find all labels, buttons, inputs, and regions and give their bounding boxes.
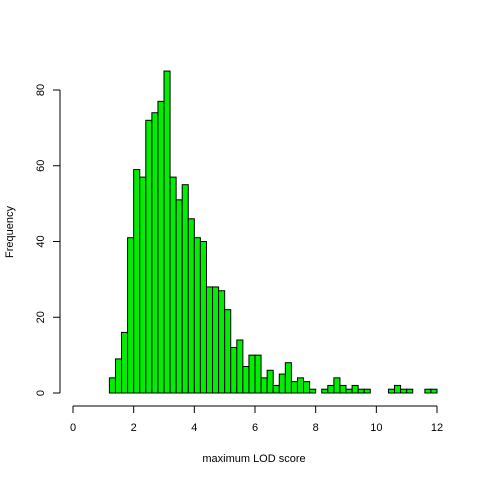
y-tick-label: 40 xyxy=(35,235,47,247)
histogram-bar xyxy=(248,354,256,394)
bars-layer xyxy=(108,70,438,394)
histogram-bar xyxy=(272,384,280,394)
histogram-bar xyxy=(218,290,226,394)
histogram-bar xyxy=(406,388,414,394)
histogram-bar xyxy=(133,169,141,394)
histogram-bar xyxy=(321,388,329,394)
histogram-bar xyxy=(278,373,286,394)
histogram-bar xyxy=(363,388,371,394)
y-tick-label: 20 xyxy=(35,311,47,323)
histogram-bar xyxy=(230,347,238,394)
histogram-bar xyxy=(351,384,359,394)
histogram-bar xyxy=(193,237,201,394)
histogram-bar xyxy=(236,339,244,394)
x-tick-label: 12 xyxy=(431,422,443,434)
histogram-bar xyxy=(430,388,438,394)
histogram-bar xyxy=(284,362,292,394)
histogram-bar xyxy=(260,377,268,394)
histogram-bar xyxy=(163,70,171,394)
histogram-bar xyxy=(114,358,123,394)
histogram-bar xyxy=(175,199,183,394)
histogram-bar xyxy=(303,381,311,394)
histogram-bar xyxy=(127,237,135,394)
histogram-bar xyxy=(394,384,402,394)
x-tick-label: 10 xyxy=(370,422,382,434)
y-tick-label: 60 xyxy=(35,160,47,172)
histogram-bar xyxy=(157,100,165,394)
histogram-bar xyxy=(254,354,262,394)
histogram-bar xyxy=(424,388,432,394)
y-axis: 0 20 40 60 80 xyxy=(35,84,61,396)
histogram-bar xyxy=(339,384,347,394)
histogram-bar xyxy=(145,119,153,394)
histogram-bar xyxy=(139,176,147,394)
x-tick-label: 2 xyxy=(131,422,137,434)
histogram-bar xyxy=(181,184,189,394)
histogram-bar xyxy=(121,331,129,394)
y-axis-title: Frequency xyxy=(4,206,16,258)
histogram-bar xyxy=(333,377,341,394)
histogram-bar xyxy=(169,176,177,394)
x-axis: 0 2 4 6 8 10 12 xyxy=(70,405,443,434)
histogram-bar xyxy=(205,286,214,394)
histogram-bar xyxy=(151,112,159,394)
histogram-bar xyxy=(327,384,335,394)
x-tick-label: 4 xyxy=(191,422,197,434)
histogram-bar xyxy=(108,377,116,394)
histogram-bar xyxy=(187,218,195,394)
histogram-bar xyxy=(199,241,207,394)
histogram-bar xyxy=(296,377,305,394)
y-tick-label: 80 xyxy=(35,84,47,96)
x-axis-title: maximum LOD score xyxy=(202,453,305,465)
x-tick-label: 0 xyxy=(70,422,76,434)
histogram-bar xyxy=(400,388,408,394)
histogram-bar xyxy=(387,388,396,394)
y-tick-label: 0 xyxy=(35,390,47,396)
histogram-bar xyxy=(345,388,353,394)
x-tick-label: 8 xyxy=(313,422,319,434)
x-tick-label: 6 xyxy=(252,422,258,434)
histogram-bar xyxy=(212,286,220,394)
histogram-bar xyxy=(242,365,250,394)
histogram-bar xyxy=(357,388,365,394)
histogram-bar xyxy=(309,388,317,394)
histogram-bar xyxy=(266,369,274,394)
histogram-bar xyxy=(290,381,298,394)
histogram-bar xyxy=(224,309,232,394)
